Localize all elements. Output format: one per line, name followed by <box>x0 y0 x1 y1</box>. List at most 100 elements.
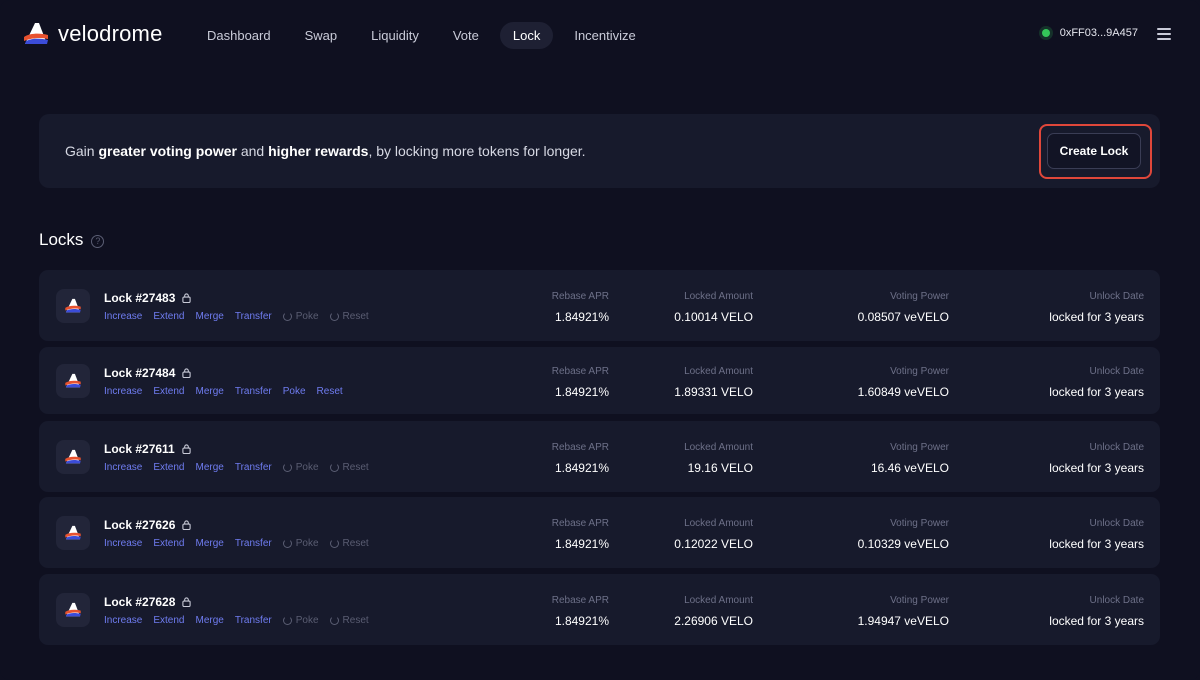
poke-action: Poke <box>282 615 319 626</box>
lock-row: Lock #27484 Increase Extend Merge Transfer Po… <box>39 347 1160 414</box>
transfer-action[interactable]: Transfer <box>234 311 272 322</box>
voting-power-value: 0.08507 veVELO <box>857 310 949 324</box>
lock-row: Lock #27483 Increase Extend Merge Transfer Po… <box>39 270 1160 341</box>
poke-action[interactable]: Poke <box>282 386 306 397</box>
reset-action[interactable]: Reset <box>316 386 343 397</box>
extend-action[interactable]: Extend <box>153 538 185 549</box>
locked-amount-value: 0.12022 VELO <box>674 537 753 551</box>
lock-row: Lock #27626 Increase Extend Merge Transfer Po… <box>39 497 1160 568</box>
voting-power-value: 1.60849 veVELO <box>857 385 949 399</box>
poke-action: Poke <box>282 462 319 473</box>
nav-incentivize[interactable]: Incentivize <box>574 28 636 43</box>
locked-amount-label: Locked Amount <box>684 442 753 453</box>
velodrome-logo-icon <box>24 23 48 44</box>
lock-actions: Increase Extend Merge Transfer Poke Reset <box>104 462 369 473</box>
create-lock-button[interactable]: Create Lock <box>1047 133 1141 169</box>
transfer-action[interactable]: Transfer <box>234 538 272 549</box>
extend-action[interactable]: Extend <box>153 462 185 473</box>
nav-dashboard[interactable]: Dashboard <box>207 28 271 43</box>
lock-icon <box>182 597 192 607</box>
reset-action: Reset <box>329 462 369 473</box>
voting-power-value: 1.94947 veVELO <box>857 614 949 628</box>
unlock-date-value: locked for 3 years <box>1049 461 1144 475</box>
help-icon[interactable]: ? <box>91 234 105 248</box>
increase-action[interactable]: Increase <box>104 538 143 549</box>
nav-lock[interactable]: Lock <box>499 22 554 49</box>
lock-actions: Increase Extend Merge Transfer Poke Reset <box>104 386 343 397</box>
transfer-action[interactable]: Transfer <box>234 386 272 397</box>
lock-id: Lock #27626 <box>104 518 176 532</box>
velo-token-icon <box>65 602 81 617</box>
locked-amount-value: 2.26906 VELO <box>674 614 753 628</box>
loading-spinner-icon <box>329 616 339 625</box>
transfer-action[interactable]: Transfer <box>234 615 272 626</box>
nav-swap[interactable]: Swap <box>304 28 338 43</box>
hamburger-menu-icon[interactable] <box>1157 28 1171 40</box>
rebase-apr-value: 1.84921% <box>554 310 609 324</box>
lock-title[interactable]: Lock #27628 <box>104 595 192 609</box>
lock-title[interactable]: Lock #27626 <box>104 518 192 532</box>
extend-action[interactable]: Extend <box>153 615 185 626</box>
lock-id: Lock #27483 <box>104 291 176 305</box>
poke-action: Poke <box>282 538 319 549</box>
lock-title[interactable]: Lock #27484 <box>104 366 192 380</box>
rebase-apr-value: 1.84921% <box>554 461 609 475</box>
lock-icon <box>182 444 191 454</box>
merge-action[interactable]: Merge <box>195 615 224 626</box>
locks-heading: Locks ? <box>39 230 105 250</box>
voting-power-label: Voting Power <box>890 291 949 302</box>
unlock-date-label: Unlock Date <box>1089 442 1144 453</box>
loading-spinner-icon <box>329 463 339 472</box>
merge-action[interactable]: Merge <box>195 386 224 397</box>
top-header: velodrome Dashboard Swap Liquidity Vote … <box>0 0 1200 70</box>
lock-icon <box>182 520 192 530</box>
loading-spinner-icon <box>282 312 292 321</box>
increase-action[interactable]: Increase <box>104 311 143 322</box>
increase-action[interactable]: Increase <box>104 386 143 397</box>
transfer-action[interactable]: Transfer <box>234 462 272 473</box>
rebase-apr-label: Rebase APR <box>551 366 609 377</box>
wallet-connection[interactable]: 0xFF03...9A457 <box>1041 27 1138 39</box>
velo-token-icon <box>65 373 81 388</box>
velo-token-icon <box>65 525 81 540</box>
unlock-date-value: locked for 3 years <box>1049 310 1144 324</box>
lock-token-avatar <box>56 289 90 323</box>
banner-bold-rewards: higher rewards <box>268 143 369 159</box>
increase-action[interactable]: Increase <box>104 462 143 473</box>
nav-liquidity[interactable]: Liquidity <box>371 28 419 43</box>
locked-amount-label: Locked Amount <box>684 366 753 377</box>
merge-action[interactable]: Merge <box>195 311 224 322</box>
increase-action[interactable]: Increase <box>104 615 143 626</box>
wallet-address: 0xFF03...9A457 <box>1059 27 1138 39</box>
locked-amount-value: 19.16 VELO <box>687 461 753 475</box>
voting-power-value: 0.10329 veVELO <box>857 537 949 551</box>
voting-power-label: Voting Power <box>890 442 949 453</box>
rebase-apr-value: 1.84921% <box>554 614 609 628</box>
merge-action[interactable]: Merge <box>195 462 224 473</box>
locked-amount-label: Locked Amount <box>684 291 753 302</box>
extend-action[interactable]: Extend <box>153 311 185 322</box>
merge-action[interactable]: Merge <box>195 538 224 549</box>
lock-id: Lock #27628 <box>104 595 176 609</box>
lock-title[interactable]: Lock #27611 <box>104 442 191 456</box>
nav-vote[interactable]: Vote <box>452 28 479 43</box>
unlock-date-label: Unlock Date <box>1089 595 1144 606</box>
create-lock-highlight <box>1039 124 1152 179</box>
lock-token-avatar <box>56 440 90 474</box>
brand-logo[interactable]: velodrome <box>22 20 163 48</box>
lock-id: Lock #27611 <box>104 442 175 456</box>
lock-id: Lock #27484 <box>104 366 176 380</box>
lock-icon <box>182 368 192 378</box>
reset-action: Reset <box>329 311 369 322</box>
extend-action[interactable]: Extend <box>153 386 185 397</box>
locked-amount-value: 1.89331 VELO <box>674 385 753 399</box>
connected-status-icon <box>1041 29 1050 37</box>
rebase-apr-label: Rebase APR <box>551 518 609 529</box>
reset-action: Reset <box>329 615 369 626</box>
unlock-date-label: Unlock Date <box>1089 366 1144 377</box>
unlock-date-value: locked for 3 years <box>1049 614 1144 628</box>
locks-title-text: Locks <box>39 230 84 249</box>
banner-text: Gain greater voting power and higher rew… <box>65 143 586 159</box>
unlock-date-value: locked for 3 years <box>1049 385 1144 399</box>
lock-title[interactable]: Lock #27483 <box>104 291 192 305</box>
